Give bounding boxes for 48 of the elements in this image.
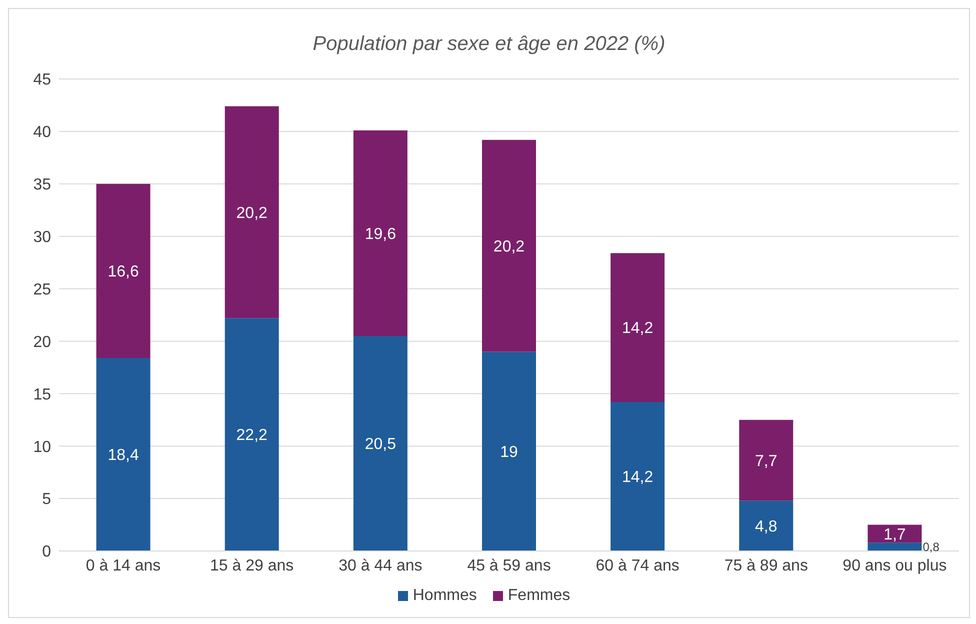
x-tick-label: 15 à 29 ans (210, 557, 294, 574)
y-tick-label: 45 (33, 72, 52, 89)
y-tick-label: 40 (33, 124, 52, 142)
data-label: 4,8 (755, 518, 778, 536)
y-tick-label: 0 (42, 544, 52, 561)
y-tick-label: 35 (33, 176, 52, 194)
data-label: 14,2 (622, 469, 654, 486)
chart-title: Population par sexe et âge en 2022 (%) (312, 32, 666, 57)
bar (353, 130, 408, 336)
data-label: 16,6 (108, 264, 139, 281)
data-label: 7,7 (755, 452, 778, 470)
y-tick-label: 20 (33, 334, 52, 351)
y-tick-label: 15 (33, 386, 52, 404)
bar (739, 420, 794, 501)
legend-label: Femmes (506, 587, 570, 605)
bar (868, 524, 922, 543)
data-label: 20,5 (364, 436, 396, 454)
bar (353, 336, 408, 551)
data-label: 14,2 (622, 320, 654, 338)
data-label: 18,4 (108, 447, 139, 464)
legend-label: Hommes (412, 587, 477, 605)
data-label: 0,8 (922, 540, 940, 554)
bar (96, 358, 150, 551)
data-label: 20,2 (493, 238, 525, 256)
x-tick-label: 75 à 89 ans (724, 557, 808, 574)
bar (610, 402, 665, 551)
bar (96, 184, 150, 358)
data-label: 22,2 (236, 427, 268, 444)
data-label: 1,7 (884, 526, 906, 544)
bar (610, 253, 665, 402)
bar (482, 352, 536, 551)
data-label: 19 (500, 444, 518, 461)
bar (224, 106, 279, 318)
y-tick-label: 5 (42, 491, 52, 508)
y-tick-label: 10 (33, 438, 52, 456)
data-label: 20,2 (236, 204, 268, 222)
y-tick-label: 30 (33, 229, 52, 246)
data-label: 19,6 (364, 226, 396, 243)
bar (868, 542, 922, 551)
x-tick-label: 0 à 14 ans (86, 557, 161, 574)
bar (739, 500, 794, 551)
bar (482, 140, 536, 352)
x-tick-label: 90 ans ou plus (842, 557, 947, 574)
x-tick-label: 45 à 59 ans (467, 557, 551, 574)
x-tick-label: 60 à 74 ans (596, 557, 680, 574)
bar (224, 318, 279, 551)
y-tick-label: 25 (33, 281, 52, 298)
x-tick-label: 30 à 44 ans (338, 557, 422, 574)
